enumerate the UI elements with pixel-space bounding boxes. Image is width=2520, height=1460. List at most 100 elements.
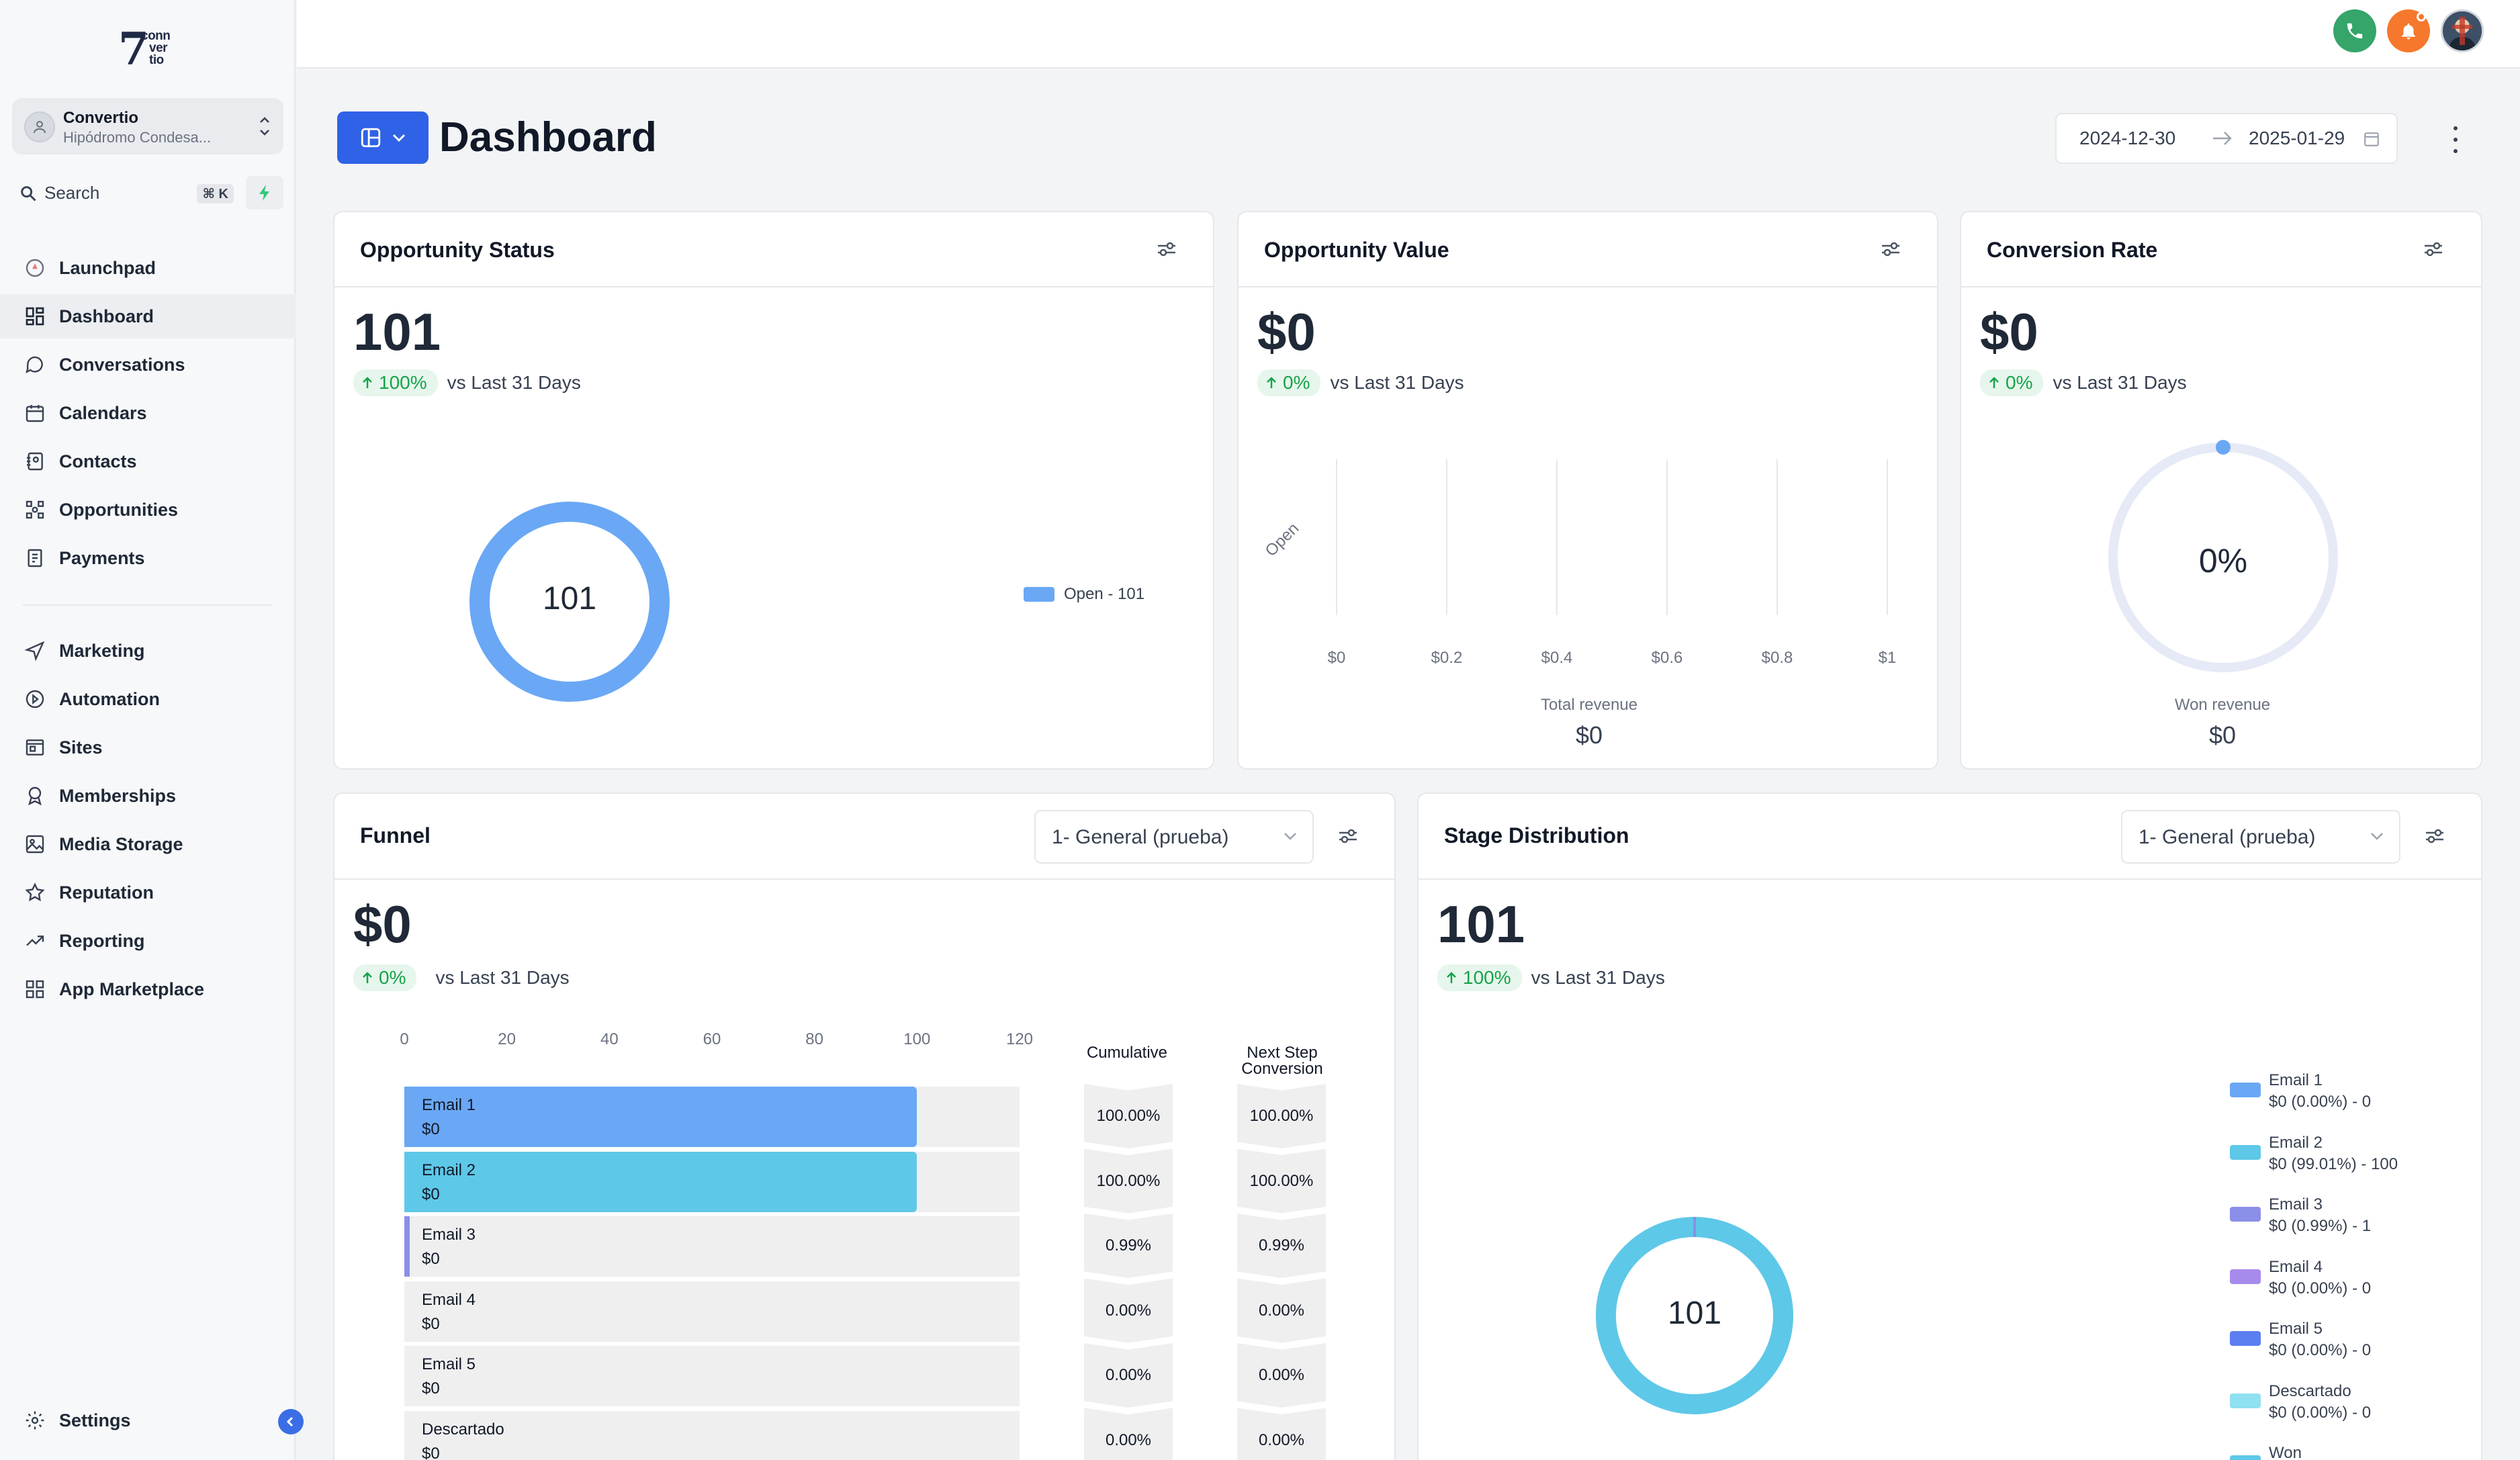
chat-bubble-icon [21, 351, 48, 378]
trend-row: 100% vs Last 31 Days [353, 369, 581, 396]
sidebar-item-launchpad[interactable]: Launchpad [0, 246, 296, 290]
legend-stage-name[interactable]: Email 5 [2269, 1320, 2323, 1338]
funnel-cumulative-cell: 0.99% [1084, 1214, 1173, 1278]
quick-actions-button[interactable] [246, 176, 283, 210]
sidebar-item-marketing[interactable]: Marketing [0, 629, 296, 673]
account-switcher[interactable]: Convertio Hipódromo Condesa... [12, 98, 283, 154]
funnel-next-step-cell: 0.00% [1237, 1408, 1326, 1460]
trend-row: 100% vs Last 31 Days [1437, 964, 1665, 991]
search-button[interactable]: Search ⌘ K [15, 176, 240, 210]
kebab-dot [2454, 126, 2458, 130]
funnel-bar[interactable] [404, 1151, 917, 1212]
chevron-down-icon [1284, 833, 1296, 840]
app-logo[interactable]: 7 conn ver tio [118, 23, 171, 75]
sidebar-item-media-storage[interactable]: Media Storage [0, 822, 296, 866]
sidebar-item-sites[interactable]: Sites [0, 725, 296, 770]
logo-text-1: conn [141, 29, 171, 43]
arrow-up-icon [1447, 972, 1456, 983]
funnel-cumulative-cell: 0.00% [1084, 1408, 1173, 1460]
legend-stage-name[interactable]: Email 4 [2269, 1257, 2323, 1276]
legend-stage-name[interactable]: Email 2 [2269, 1133, 2323, 1152]
send-icon [21, 637, 48, 664]
sidebar-item-label: Contacts [59, 451, 137, 471]
sidebar-item-settings[interactable]: Settings [0, 1398, 296, 1443]
legend-label-open[interactable]: Open - 101 [1064, 585, 1145, 603]
sidebar-item-label: Calendars [59, 402, 147, 423]
layout-icon [361, 128, 381, 148]
sidebar-item-automation[interactable]: Automation [0, 677, 296, 721]
collapse-sidebar-button[interactable] [278, 1409, 304, 1434]
funnel-bar[interactable] [404, 1216, 410, 1277]
filter-settings-icon[interactable] [2423, 826, 2446, 846]
filter-settings-icon[interactable] [1337, 826, 1359, 846]
sidebar-item-label: Payments [59, 547, 145, 568]
date-start[interactable]: 2024-12-30 [2079, 128, 2176, 148]
next-step-header-line1: Next Step [1247, 1044, 1318, 1062]
funnel-card: Funnel 1- General (prueba) $0 0% vs Last… [333, 792, 1396, 1460]
funnel-axis-tick: 20 [498, 1030, 516, 1048]
funnel-stage-value: $0 [422, 1120, 440, 1138]
star-icon [21, 879, 48, 906]
funnel-stage-value: $0 [422, 1185, 440, 1203]
legend-stage-detail: $0 (0.99%) - 1 [2269, 1217, 2372, 1235]
notification-dot [2417, 12, 2426, 21]
sidebar-item-conversations[interactable]: Conversations [0, 343, 296, 387]
legend-stage-name[interactable]: Won [2269, 1444, 2302, 1460]
sidebar-divider [23, 604, 273, 606]
dashboard-view-switcher[interactable] [337, 111, 429, 164]
legend-stage-detail: $0 (99.01%) - 100 [2269, 1154, 2398, 1173]
funnel-stage-name: Email 4 [422, 1290, 476, 1309]
card-header: Stage Distribution 1- General (prueba) [1419, 794, 2481, 880]
phone-button[interactable] [2333, 9, 2376, 52]
chevron-down-icon [2371, 833, 2383, 840]
sidebar-item-payments[interactable]: Payments [0, 536, 296, 580]
legend-stage-name[interactable]: Email 3 [2269, 1195, 2323, 1214]
funnel-stage-name: Descartado [422, 1420, 504, 1439]
sidebar-item-opportunities[interactable]: Opportunities [0, 488, 296, 532]
funnel-next-step-cell: 0.99% [1237, 1214, 1326, 1278]
filter-settings-icon[interactable] [2422, 239, 2445, 259]
sidebar-item-dashboard[interactable]: Dashboard [0, 294, 296, 338]
sidebar-item-contacts[interactable]: Contacts [0, 439, 296, 484]
rocket-icon [21, 255, 48, 281]
legend-swatch [2230, 1393, 2261, 1408]
gauge-center-value: 0% [2198, 542, 2248, 580]
opportunities-icon [21, 496, 48, 523]
more-options-button[interactable] [2449, 126, 2462, 153]
arrow-up-icon [1267, 377, 1276, 388]
funnel-stage-value: $0 [422, 1250, 440, 1268]
gauge-marker[interactable] [2216, 440, 2231, 455]
trend-comparison: vs Last 31 Days [447, 372, 581, 393]
badge-icon [21, 782, 48, 809]
metric-value: $0 [1980, 302, 2038, 361]
sidebar-item-reporting[interactable]: Reporting [0, 919, 296, 963]
user-avatar[interactable] [2441, 9, 2484, 52]
phone-icon [2347, 23, 2363, 39]
filter-settings-icon[interactable] [1879, 239, 1902, 259]
conversion-rate-gauge [2108, 440, 2338, 672]
card-title: Conversion Rate [1987, 238, 2158, 262]
filter-settings-icon[interactable] [1155, 239, 1178, 259]
sidebar-item-label: Conversations [59, 354, 185, 375]
trend-value: 100% [379, 372, 427, 393]
notifications-button[interactable] [2387, 9, 2430, 52]
dashboard-grid-icon [21, 303, 48, 330]
donut-segment-open[interactable] [469, 502, 670, 702]
date-end[interactable]: 2025-01-29 [2249, 128, 2345, 148]
automation-icon [21, 686, 48, 713]
sidebar-item-app-marketplace[interactable]: App Marketplace [0, 967, 296, 1011]
sidebar-item-calendars[interactable]: Calendars [0, 391, 296, 435]
sites-icon [21, 734, 48, 761]
card-header: Funnel 1- General (prueba) [334, 794, 1394, 880]
legend-stage-name[interactable]: Descartado [2269, 1381, 2351, 1400]
funnel-bar[interactable] [404, 1087, 917, 1147]
legend-stage-name[interactable]: Email 1 [2269, 1071, 2323, 1089]
date-range-picker[interactable]: 2024-12-30 2025-01-29 [2055, 113, 2398, 164]
pipeline-select[interactable]: 1- General (prueba) [2121, 810, 2400, 864]
cumulative-header: Cumulative [1086, 1044, 1168, 1062]
trend-badge: 0% [1257, 369, 1321, 396]
sidebar-item-memberships[interactable]: Memberships [0, 774, 296, 818]
sidebar-item-reputation[interactable]: Reputation [0, 870, 296, 915]
pipeline-select[interactable]: 1- General (prueba) [1034, 810, 1314, 864]
contact-book-icon [21, 448, 48, 475]
